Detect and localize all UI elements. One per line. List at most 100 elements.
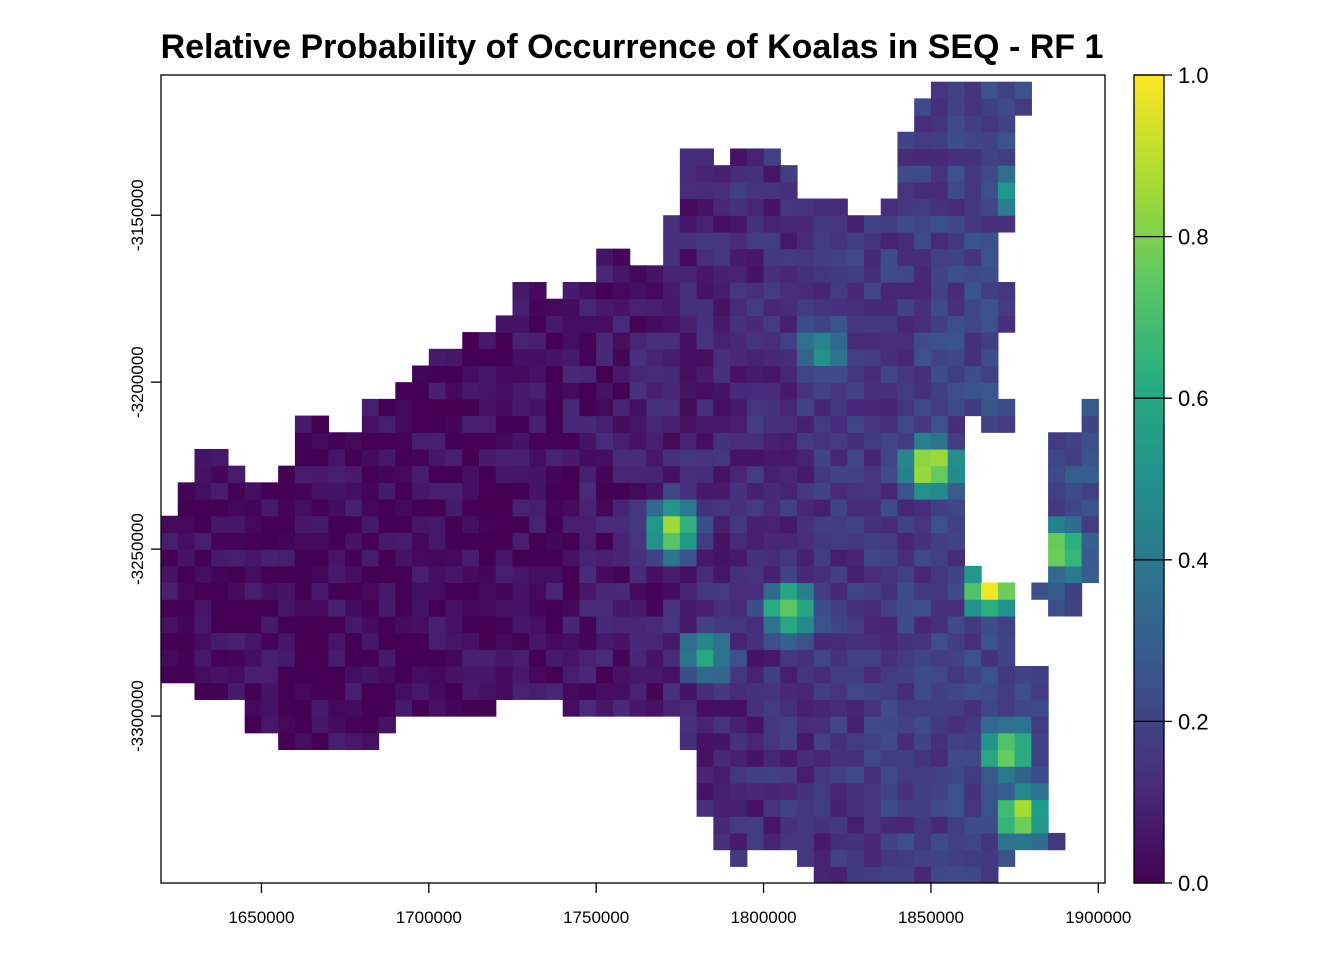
- raster-cell: [763, 282, 781, 300]
- raster-cell: [880, 398, 899, 417]
- raster-cell: [545, 365, 564, 383]
- raster-cell: [830, 332, 848, 350]
- raster-cell: [345, 582, 363, 600]
- raster-cell: [646, 549, 664, 567]
- raster-cell: [596, 432, 614, 450]
- raster-cell: [529, 582, 547, 600]
- raster-cell: [947, 499, 966, 517]
- raster-cell: [161, 582, 179, 600]
- raster-cell: [780, 816, 798, 834]
- raster-cell: [261, 549, 279, 567]
- raster-cell: [545, 649, 564, 667]
- raster-cell: [746, 716, 765, 734]
- raster-cell: [294, 415, 313, 433]
- raster-cell: [696, 499, 714, 517]
- raster-cell: [746, 582, 765, 600]
- raster-cell: [194, 582, 212, 600]
- raster-cell: [847, 215, 865, 233]
- raster-cell: [177, 482, 196, 500]
- raster-cell: [311, 448, 329, 467]
- raster-cell: [361, 599, 380, 617]
- raster-cell: [428, 465, 447, 483]
- raster-cell: [880, 382, 899, 400]
- raster-cell: [746, 649, 765, 667]
- raster-cell: [462, 682, 480, 700]
- raster-cell: [696, 766, 714, 784]
- raster-cell: [663, 315, 681, 333]
- raster-cell: [713, 582, 731, 600]
- raster-cell: [646, 599, 664, 617]
- raster-cell: [730, 415, 748, 433]
- raster-cell: [529, 298, 547, 316]
- raster-cell: [696, 282, 714, 300]
- map-title: Relative Probability of Occurrence of Ko…: [161, 28, 1104, 66]
- raster-cell: [562, 415, 581, 433]
- raster-cell: [428, 632, 447, 650]
- colorbar-ticks: 0.00.20.40.60.81.0: [1134, 63, 1209, 896]
- raster-cell: [930, 582, 949, 600]
- raster-cell: [730, 298, 748, 316]
- raster-cell: [328, 532, 346, 550]
- raster-cell: [947, 599, 966, 617]
- raster-cell: [981, 81, 999, 99]
- raster-cell: [1014, 782, 1032, 801]
- raster-cell: [679, 231, 698, 250]
- raster-cell: [378, 499, 396, 517]
- raster-cell: [863, 365, 882, 383]
- raster-cell: [378, 549, 396, 567]
- raster-cell: [679, 181, 698, 200]
- raster-cell: [646, 265, 664, 283]
- raster-cell: [495, 398, 514, 417]
- raster-cell: [930, 832, 949, 851]
- raster-cell: [930, 849, 949, 867]
- raster-cell: [897, 716, 915, 734]
- raster-cell: [1014, 665, 1032, 684]
- raster-cell: [328, 482, 346, 500]
- raster-cell: [696, 415, 714, 433]
- raster-cell: [746, 148, 765, 166]
- raster-cell: [378, 599, 396, 617]
- raster-cell: [746, 816, 765, 834]
- raster-cell: [545, 615, 564, 634]
- raster-cell: [930, 81, 949, 99]
- raster-cell: [947, 716, 966, 734]
- raster-cell: [863, 749, 882, 767]
- raster-cell: [847, 816, 865, 834]
- raster-cell: [596, 382, 614, 400]
- raster-cell: [730, 282, 748, 300]
- raster-cell: [763, 382, 781, 400]
- raster-cell: [462, 615, 480, 634]
- raster-cell: [629, 615, 647, 634]
- raster-cell: [1031, 699, 1049, 717]
- raster-cell: [227, 632, 246, 650]
- raster-cell: [730, 766, 748, 784]
- raster-cell: [847, 766, 865, 784]
- raster-cell: [930, 198, 949, 216]
- raster-cell: [244, 699, 263, 717]
- raster-cell: [663, 432, 681, 450]
- raster-cell: [345, 732, 363, 751]
- raster-cell: [947, 766, 966, 784]
- raster-cell: [579, 415, 597, 433]
- raster-cell: [964, 582, 982, 600]
- raster-cell: [847, 532, 865, 550]
- raster-cell: [780, 782, 798, 801]
- raster-cell: [914, 766, 932, 784]
- raster-cell: [629, 332, 647, 350]
- raster-cell: [211, 582, 229, 600]
- raster-cell: [646, 665, 664, 684]
- raster-cell: [244, 582, 263, 600]
- raster-cell: [997, 699, 1016, 717]
- raster-cell: [261, 515, 279, 534]
- raster-cell: [897, 198, 915, 216]
- raster-cell: [612, 699, 631, 717]
- raster-cell: [261, 482, 279, 500]
- raster-cell: [746, 799, 765, 817]
- y-tick-label: -3300000: [128, 680, 147, 752]
- raster-cell: [545, 298, 564, 316]
- raster-cell: [813, 348, 832, 367]
- raster-cell: [579, 465, 597, 483]
- raster-cell: [1031, 832, 1049, 851]
- raster-cell: [730, 732, 748, 751]
- raster-cell: [311, 699, 329, 717]
